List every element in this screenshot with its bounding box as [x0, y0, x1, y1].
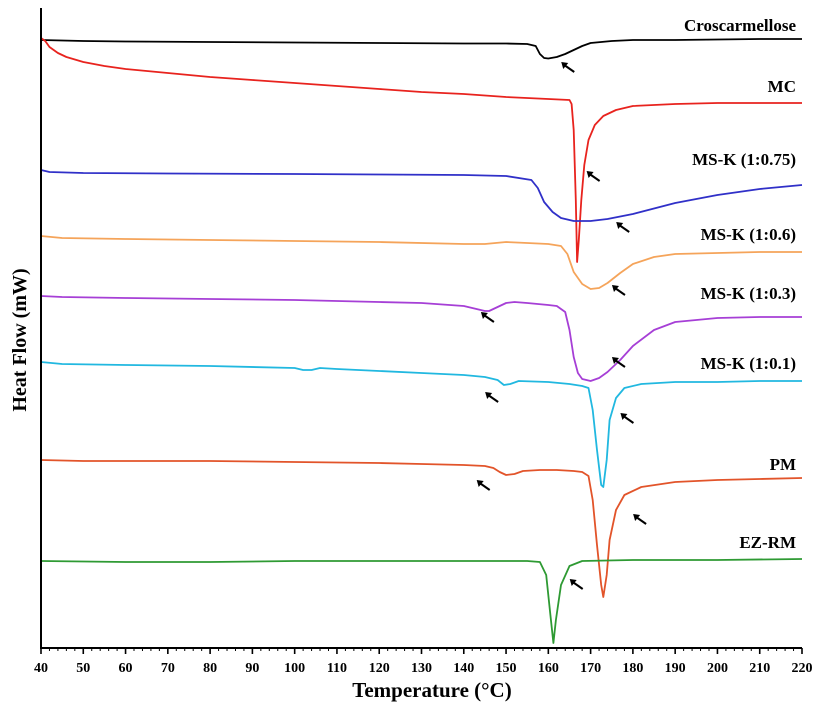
series-label-mc: MC	[768, 77, 796, 96]
series-label-ms-k-1-0-75: MS-K (1:0.75)	[692, 150, 796, 169]
peak-arrow-pm-0	[633, 514, 647, 525]
x-tick-label: 180	[622, 661, 643, 676]
series-line-ez-rm	[40, 558, 803, 644]
series-line-pm	[40, 459, 803, 598]
x-tick-label: 140	[453, 661, 474, 676]
series-label-croscarmellose: Croscarmellose	[684, 16, 796, 35]
x-tick-label: 160	[538, 661, 559, 676]
x-tick-label: 40	[34, 661, 48, 676]
series-line-ms-k-1-0-75	[40, 169, 803, 222]
x-tick-label: 130	[411, 661, 432, 676]
x-tick-label: 60	[119, 661, 133, 676]
peak-arrow-ez-rm-0	[569, 579, 584, 590]
series-line-croscarmellose	[40, 38, 802, 60]
x-tick-label: 220	[792, 661, 813, 676]
peak-arrow-pm-1	[476, 480, 491, 491]
x-tick-label: 70	[161, 661, 175, 676]
x-tick-label: 80	[203, 661, 217, 676]
x-tick-label: 150	[496, 661, 517, 676]
peak-arrow-ms-k-1-0-6-0	[611, 285, 626, 296]
x-tick-label: 200	[707, 661, 728, 676]
series-line-mc	[40, 37, 802, 263]
peak-arrow-ms-k-1-0-3-1	[480, 312, 495, 323]
x-tick-label: 110	[327, 661, 347, 676]
series-line-ms-k-1-0-6	[40, 235, 802, 290]
peak-arrow-ms-k-1-0-3-0	[611, 357, 626, 368]
x-tick-label: 170	[580, 661, 601, 676]
x-axis-title: Temperature (°C)	[352, 678, 511, 702]
x-ticks-layer: 40 50 60 70 80 90 100 110 120 130 140 150 160 170 180 1…	[34, 648, 813, 676]
series-label-pm: PM	[770, 455, 796, 474]
y-axis-title: Heat Flow (mW)	[9, 268, 31, 411]
series-line-ms-k-1-0-1	[40, 361, 802, 488]
x-tick-label: 190	[665, 661, 686, 676]
series-labels-layer: Croscarmellose MC MS-K (1:0.75) MS-K (1:0.6…	[684, 16, 796, 552]
series-line-ms-k-1-0-3	[40, 295, 802, 382]
curves-layer	[40, 37, 803, 644]
peak-arrow-croscarmellose-0	[561, 62, 575, 73]
x-tick-label: 120	[369, 661, 390, 676]
x-tick-label: 50	[76, 661, 90, 676]
series-label-ms-k-1-0-3: MS-K (1:0.3)	[701, 284, 796, 303]
peak-arrow-ms-k-1-0-1-0	[620, 413, 635, 424]
series-label-ez-rm: EZ-RM	[739, 533, 796, 552]
series-label-ms-k-1-0-6: MS-K (1:0.6)	[701, 225, 796, 244]
arrows-layer	[476, 62, 647, 590]
peak-arrow-ms-k-1-0-75-0	[616, 222, 630, 233]
x-tick-label: 210	[749, 661, 770, 676]
series-label-ms-k-1-0-1: MS-K (1:0.1)	[701, 354, 796, 373]
x-tick-label: 90	[245, 661, 259, 676]
x-tick-label: 100	[284, 661, 305, 676]
peak-arrow-ms-k-1-0-1-1	[485, 392, 499, 403]
peak-arrow-mc-0	[586, 171, 601, 182]
